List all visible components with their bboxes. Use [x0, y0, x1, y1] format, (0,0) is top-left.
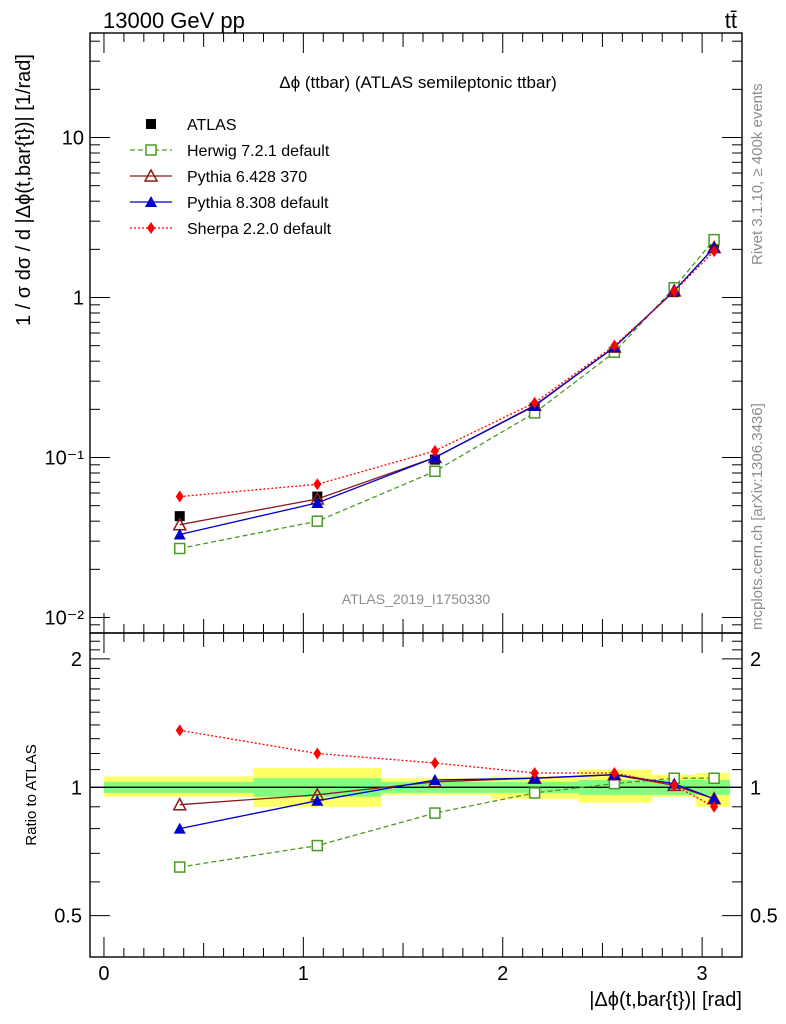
main-series-pythia-6-428-370	[172, 240, 722, 531]
ratio-point-sherpa-2-2-0-default	[710, 800, 719, 813]
x-tick-label: 2	[497, 963, 508, 985]
main-point-atlas	[312, 491, 323, 502]
ratio-y-axis-label: Ratio to ATLAS	[23, 744, 40, 845]
main-point-sherpa-2-2-0-default	[530, 396, 539, 409]
main-line-pythia-6-428-370	[179, 247, 715, 526]
ratio-point-sherpa-2-2-0-default	[610, 767, 619, 780]
ratio-point-pythia-8-308-default	[708, 792, 721, 804]
legend-marker	[147, 222, 155, 234]
main-y-tick-label: 10	[62, 128, 84, 150]
x-tick-label: 1	[298, 963, 309, 985]
main-point-sherpa-2-2-0-default	[430, 444, 439, 457]
main-line-pythia-8-308-default	[179, 247, 715, 536]
main-point-sherpa-2-2-0-default	[313, 478, 322, 491]
legend-label: Pythia 6.428 370	[187, 169, 307, 186]
main-point-sherpa-2-2-0-default	[610, 339, 619, 352]
ratio-point-sherpa-2-2-0-default	[313, 747, 322, 760]
legend-label: ATLAS	[187, 117, 237, 134]
legend-marker	[145, 144, 157, 156]
analysis-watermark: ATLAS_2019_I1750330	[342, 591, 491, 607]
main-point-herwig-7-2-1-default	[429, 465, 441, 478]
process-label: tt̄	[725, 8, 737, 33]
ratio-point-herwig-7-2-1-default	[311, 839, 324, 852]
main-point-pythia-8-308-default	[311, 496, 324, 508]
ratio-y-tick-label-right: 2	[750, 649, 761, 671]
ratio-point-herwig-7-2-1-default	[708, 772, 720, 784]
main-point-pythia-8-308-default	[173, 528, 186, 540]
ratio-y-tick-label: 2	[71, 649, 82, 671]
beam-label: 13000 GeV pp	[103, 8, 245, 33]
legend-label: Pythia 8.308 default	[187, 195, 329, 212]
ratio-point-pythia-8-308-default	[428, 774, 441, 786]
main-point-herwig-7-2-1-default	[173, 542, 186, 555]
main-point-atlas	[174, 511, 185, 522]
ratio-point-pythia-8-308-default	[173, 822, 186, 834]
ratio-y-tick-label-right: 0.5	[750, 906, 778, 928]
ratio-plot-area: 2 2 1 1 0.5 0.5 0 1 2 3	[54, 33, 778, 985]
legend-marker	[146, 119, 156, 129]
main-line-sherpa-2-2-0-default	[179, 250, 715, 498]
legend-entry-sherpa-2-2-0-default: Sherpa 2.2.0 default	[130, 221, 332, 238]
legend-label: Herwig 7.2.1 default	[187, 143, 330, 160]
legend-entry-herwig-7-2-1-default: Herwig 7.2.1 default	[130, 143, 330, 160]
legend-entry-pythia-6-428-370: Pythia 6.428 370	[130, 168, 307, 186]
legend: ATLAS Herwig 7.2.1 default Pythia 6.428 37…	[130, 117, 332, 238]
main-series-herwig-7-2-1-default	[173, 233, 720, 555]
main-plot-area: 10 1 10⁻¹ 10⁻²	[45, 32, 743, 634]
main-y-tick-label: 1	[73, 288, 84, 310]
legend-label: Sherpa 2.2.0 default	[187, 221, 332, 238]
ratio-point-herwig-7-2-1-default	[173, 861, 186, 873]
source-label: mcplots.cern.ch [arXiv:1306.3436]	[749, 403, 766, 630]
main-y-tick-label: 10⁻²	[45, 607, 85, 629]
ratio-point-sherpa-2-2-0-default	[175, 724, 184, 737]
ratio-point-herwig-7-2-1-default	[429, 807, 441, 819]
legend-entry-pythia-8-308-default: Pythia 8.308 default	[130, 195, 329, 212]
main-y-tick-label: 10⁻¹	[45, 448, 85, 470]
main-series-atlas	[174, 237, 720, 522]
main-point-sherpa-2-2-0-default	[670, 285, 679, 298]
main-y-axis-label: 1 / σ dσ / d |Δϕ(t,bar{t})| [1/rad]	[13, 54, 35, 326]
ratio-point-sherpa-2-2-0-default	[530, 767, 539, 780]
legend-entry-atlas: ATLAS	[146, 117, 237, 134]
ratio-point-herwig-7-2-1-default	[528, 787, 541, 799]
main-point-sherpa-2-2-0-default	[710, 245, 719, 258]
ratio-point-sherpa-2-2-0-default	[670, 779, 679, 792]
x-tick-label: 0	[98, 963, 109, 985]
ratio-y-tick-label: 1	[71, 777, 82, 799]
ratio-point-pythia-8-308-default	[311, 794, 324, 806]
legend-marker	[145, 196, 157, 207]
ratio-series-sherpa-2-2-0-default	[175, 724, 719, 813]
main-point-pythia-8-308-default	[428, 451, 441, 463]
ratio-y-tick-label-right: 1	[750, 777, 761, 799]
x-tick-label: 3	[697, 963, 708, 985]
main-series-pythia-8-308-default	[173, 241, 721, 540]
plot-title: Δϕ (ttbar) (ATLAS semileptonic ttbar)	[279, 73, 557, 92]
ratio-point-pythia-6-428-370	[172, 797, 187, 811]
ratio-y-tick-label: 0.5	[54, 906, 82, 928]
ratio-point-sherpa-2-2-0-default	[430, 757, 439, 770]
x-axis-label: |Δϕ(t,bar{t})| [rad]	[589, 989, 742, 1011]
rivet-version-label: Rivet 3.1.10, ≥ 400k events	[749, 83, 766, 265]
main-line-herwig-7-2-1-default	[179, 239, 715, 550]
main-point-sherpa-2-2-0-default	[175, 490, 184, 503]
main-point-herwig-7-2-1-default	[311, 515, 324, 527]
main-series-sherpa-2-2-0-default	[175, 245, 719, 503]
ratio-frame	[89, 632, 743, 958]
legend-marker	[143, 168, 159, 182]
